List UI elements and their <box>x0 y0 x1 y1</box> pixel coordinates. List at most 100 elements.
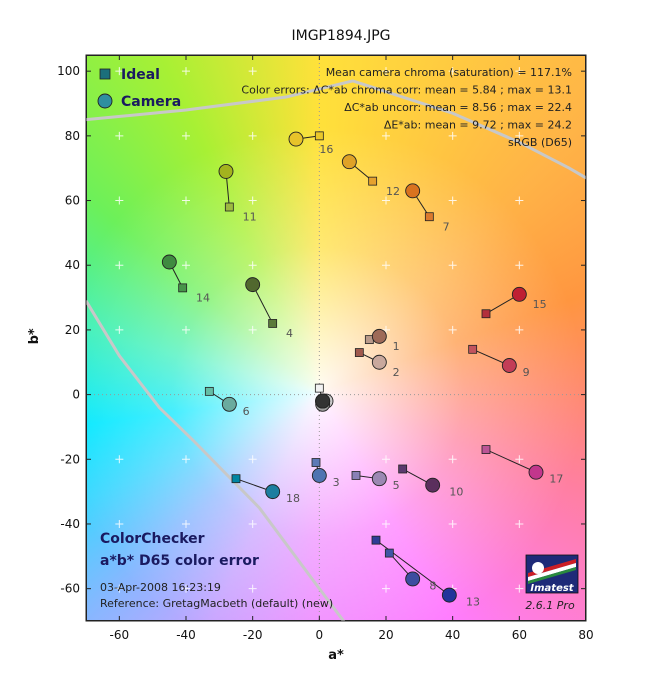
grid-cross <box>382 67 390 76</box>
grid-cross <box>182 131 190 140</box>
imatest-logo-stripe-green <box>528 567 576 584</box>
plot-background <box>86 55 586 621</box>
y-tick-label: 40 <box>65 258 80 272</box>
grid-cross <box>515 261 524 270</box>
grid-cross <box>448 196 457 205</box>
y-tick-label: 100 <box>57 64 80 78</box>
camera-marker <box>311 468 327 483</box>
ideal-marker <box>314 131 324 141</box>
patch-label: 4 <box>286 327 293 340</box>
ideal-marker <box>384 548 394 558</box>
camera-marker <box>288 131 304 147</box>
ideal-marker <box>351 471 361 480</box>
ideal-marker <box>314 383 324 393</box>
y-tick-label: 0 <box>72 388 80 402</box>
camera-marker <box>501 358 517 373</box>
camera-marker <box>245 277 261 293</box>
x-tick-label: -20 <box>243 628 263 642</box>
grid-cross <box>448 325 457 334</box>
stats-annotation: Color errors: ΔC*ab chroma corr: mean = … <box>241 84 572 97</box>
error-line <box>375 539 450 596</box>
grid-cross <box>115 261 124 270</box>
grid-cross <box>448 131 457 140</box>
legend-ideal-marker <box>99 68 111 80</box>
camera-marker <box>405 183 421 199</box>
camera-marker <box>528 464 544 480</box>
camera-marker <box>161 254 177 270</box>
x-tick-label: 60 <box>512 628 527 642</box>
patch-label: 16 <box>319 143 333 156</box>
camera-marker <box>371 471 387 487</box>
grid-cross <box>182 261 190 270</box>
grid-cross <box>382 455 390 464</box>
stats-annotation: ΔC*ab uncorr: mean = 8.56 ; max = 22.4 <box>344 101 572 114</box>
grid-cross <box>515 325 524 334</box>
grid-cross <box>115 196 124 205</box>
camera-marker <box>341 154 357 170</box>
x-axis-label: a* <box>328 648 344 663</box>
grid-cross <box>182 584 190 593</box>
stats-annotation: sRGB (D65) <box>508 136 572 149</box>
imatest-logo-sun-icon <box>532 562 544 574</box>
grid-cross <box>115 67 124 76</box>
error-line <box>485 449 537 473</box>
ideal-marker <box>354 348 364 357</box>
patch-label: 10 <box>449 486 463 499</box>
gamut-boundary <box>86 79 586 621</box>
ideal-marker <box>311 458 321 467</box>
ideal-marker <box>368 176 378 186</box>
grid-cross <box>182 67 190 76</box>
grid-cross <box>115 584 124 593</box>
patch-label: 18 <box>286 492 300 505</box>
camera-marker <box>315 393 331 409</box>
grid-cross <box>448 67 457 76</box>
patch-label: 2 <box>393 366 400 379</box>
gamut-boundary-line <box>86 79 586 180</box>
grid-cross <box>248 455 257 464</box>
chart-subtitle-error: a*b* D65 color error <box>100 553 259 569</box>
reference-text: Reference: GretagMacbeth (default) (new) <box>100 597 333 610</box>
patch-label: 17 <box>549 473 563 486</box>
x-tick-label: 80 <box>578 628 593 642</box>
grid-cross <box>248 196 257 205</box>
patch-label: 1 <box>393 340 400 353</box>
grid-cross <box>182 196 190 205</box>
y-tick-label: 20 <box>65 323 80 337</box>
grid-cross <box>182 455 190 464</box>
grid-cross <box>382 261 390 270</box>
grid-cross <box>448 455 457 464</box>
grid-cross <box>248 131 257 140</box>
y-tick-label: 60 <box>65 194 80 208</box>
ideal-marker <box>224 202 234 212</box>
gamut-boundary-line <box>86 300 346 621</box>
x-tick-label: 40 <box>445 628 460 642</box>
camera-marker <box>441 587 457 603</box>
ideal-marker <box>231 474 241 484</box>
grid-cross <box>115 325 124 334</box>
patch-label: 12 <box>386 185 400 198</box>
grid-cross <box>515 519 524 528</box>
grid-cross <box>515 455 524 464</box>
grid-cross <box>382 584 390 593</box>
timestamp-text: 03-Apr-2008 16:23:19 <box>100 581 221 594</box>
camera-marker <box>371 328 387 344</box>
neutral-center-glow <box>87 56 585 620</box>
x-tick-label: -40 <box>176 628 196 642</box>
ideal-marker <box>268 319 278 328</box>
grid-cross <box>382 325 390 334</box>
grid-cross <box>182 325 190 334</box>
camera-marker <box>371 354 387 370</box>
y-tick-label: -40 <box>60 517 80 531</box>
chart-title: IMGP1894.JPG <box>292 28 391 44</box>
camera-marker <box>405 571 421 587</box>
patch-label: 13 <box>466 596 480 609</box>
stats-annotation: Mean camera chroma (saturation) = 117.1% <box>326 66 572 79</box>
patch-label: 8 <box>429 579 436 592</box>
grid-cross <box>248 584 257 593</box>
grid-cross <box>248 519 257 528</box>
ideal-marker <box>398 464 408 474</box>
plot-frame <box>85 54 587 622</box>
grid-cross <box>115 131 124 140</box>
